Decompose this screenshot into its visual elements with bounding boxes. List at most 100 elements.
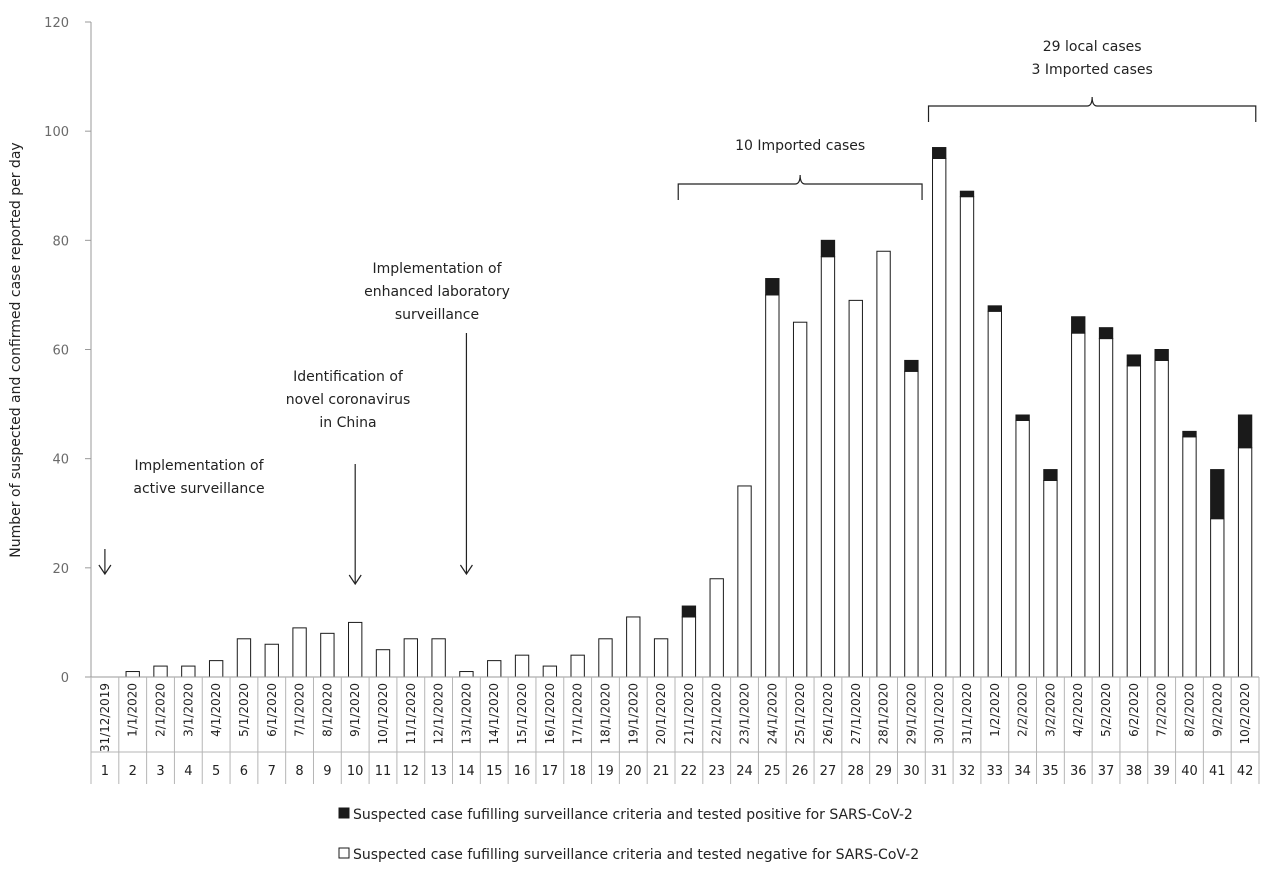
x-date-label: 16/1/2020	[543, 683, 557, 745]
x-day-number: 26	[792, 764, 809, 779]
x-day-number: 8	[295, 764, 303, 779]
bar-negative	[987, 310, 1002, 678]
bar-negative	[208, 660, 224, 678]
x-date-label: 6/2/2020	[1127, 683, 1141, 737]
braces: 10 Imported cases 29 local cases 3 Importe…	[677, 39, 1257, 200]
x-date-label: 13/1/2020	[459, 683, 473, 745]
x-date-label: 10/2/2020	[1238, 683, 1252, 745]
x-day-number: 28	[847, 764, 864, 779]
x-day-number: 17	[542, 764, 559, 779]
bar-negative	[431, 638, 446, 678]
bar-positive	[904, 359, 919, 372]
x-date-label: 7/2/2020	[1155, 683, 1169, 737]
y-tick-label: 20	[52, 562, 69, 577]
annotation-text: enhanced laboratory	[364, 284, 510, 300]
bar-positive	[932, 147, 947, 159]
x-date-label: 7/1/2020	[293, 683, 307, 737]
x-date-label: 11/1/2020	[404, 683, 418, 745]
bar-negative	[598, 638, 613, 678]
bar-negative	[653, 638, 669, 678]
x-day-number: 2	[129, 764, 137, 779]
x-date-label: 19/1/2020	[626, 683, 640, 745]
x-date-label: 17/1/2020	[571, 683, 585, 745]
brace	[677, 174, 923, 200]
bar-positive	[1043, 469, 1058, 482]
x-date-label: 26/1/2020	[821, 683, 835, 745]
x-date-label: 22/1/2020	[710, 683, 724, 745]
x-date-label: 30/1/2020	[932, 683, 946, 745]
bar-positive	[1154, 349, 1169, 361]
x-date-label: 31/12/2019	[98, 683, 112, 752]
bar-negative	[1237, 447, 1253, 678]
bars	[125, 147, 1253, 678]
bar-negative	[125, 671, 140, 678]
bar-negative	[737, 485, 752, 678]
x-day-number: 37	[1098, 764, 1115, 779]
y-tick-label: 120	[44, 16, 69, 31]
bar-positive	[1071, 316, 1086, 334]
y-tick-label: 60	[52, 344, 69, 359]
bar-negative	[542, 665, 558, 678]
x-date-label: 21/1/2020	[682, 683, 696, 745]
x-day-number: 4	[184, 764, 192, 779]
annotation-text: novel coronavirus	[286, 392, 411, 408]
bar-negative	[403, 638, 418, 678]
x-date-label: 25/1/2020	[793, 683, 807, 745]
x-date-label: 1/1/2020	[126, 683, 140, 737]
bar-positive	[959, 190, 975, 198]
legend-label: Suspected case fufilling surveillance cr…	[353, 847, 919, 863]
x-day-number: 24	[736, 764, 753, 779]
x-date-label: 18/1/2020	[598, 683, 612, 745]
bar-negative	[765, 294, 780, 678]
annotations: Implementation of active surveillance Iden…	[98, 261, 510, 586]
annotation-text: surveillance	[395, 307, 479, 323]
x-day-number: 5	[212, 764, 220, 779]
bar-positive	[1237, 414, 1253, 449]
x-day-number: 11	[375, 764, 392, 779]
brace-label: 10 Imported cases	[735, 138, 865, 154]
bar-positive	[1098, 327, 1114, 340]
x-day-number: 13	[430, 764, 447, 779]
bar-negative	[1098, 338, 1114, 678]
bar-negative	[1071, 332, 1086, 678]
annotation-text: in China	[319, 415, 376, 431]
x-day-number: 15	[486, 764, 503, 779]
bar-positive	[681, 605, 697, 618]
x-date-label: 27/1/2020	[849, 683, 863, 745]
y-tick-label: 40	[52, 453, 69, 468]
bar-negative	[264, 643, 279, 678]
annotation-text: Implementation of	[134, 458, 264, 474]
x-day-number: 27	[820, 764, 837, 779]
bar-negative	[375, 649, 391, 678]
bar-negative	[514, 654, 530, 678]
arrow-head	[348, 574, 362, 586]
x-day-number: 19	[597, 764, 614, 779]
x-day-number: 29	[875, 764, 892, 779]
y-tick-label: 80	[52, 234, 69, 249]
bar-negative	[932, 157, 947, 678]
x-day-number: 6	[240, 764, 248, 779]
bar-negative	[1154, 359, 1169, 678]
x-day-number: 32	[959, 764, 976, 779]
bar-negative	[1043, 480, 1058, 678]
x-date-label: 8/1/2020	[320, 683, 334, 737]
legend: Suspected case fufilling surveillance cr…	[338, 807, 919, 863]
bar-negative	[1126, 365, 1142, 678]
x-day-number: 21	[653, 764, 670, 779]
bar-negative	[320, 632, 335, 678]
x-date-label: 12/1/2020	[432, 683, 446, 745]
x-date-label: 2/1/2020	[154, 683, 168, 737]
bar-negative	[236, 638, 252, 678]
bar-negative	[626, 616, 641, 678]
x-date-label: 31/1/2020	[960, 683, 974, 745]
bar-negative	[181, 665, 196, 678]
bar-positive	[1210, 469, 1225, 520]
x-day-number: 35	[1042, 764, 1059, 779]
x-day-number: 41	[1209, 764, 1226, 779]
x-date-label: 4/1/2020	[209, 683, 223, 737]
x-axis-table: 31/12/2019 1/1/2020 2/1/2020 3/1/2020 4/1/20…	[90, 676, 1260, 784]
x-date-label: 29/1/2020	[904, 683, 918, 745]
annotation-text: Implementation of	[372, 261, 502, 277]
x-date-label: 8/2/2020	[1182, 683, 1196, 737]
bar-negative	[681, 616, 697, 678]
